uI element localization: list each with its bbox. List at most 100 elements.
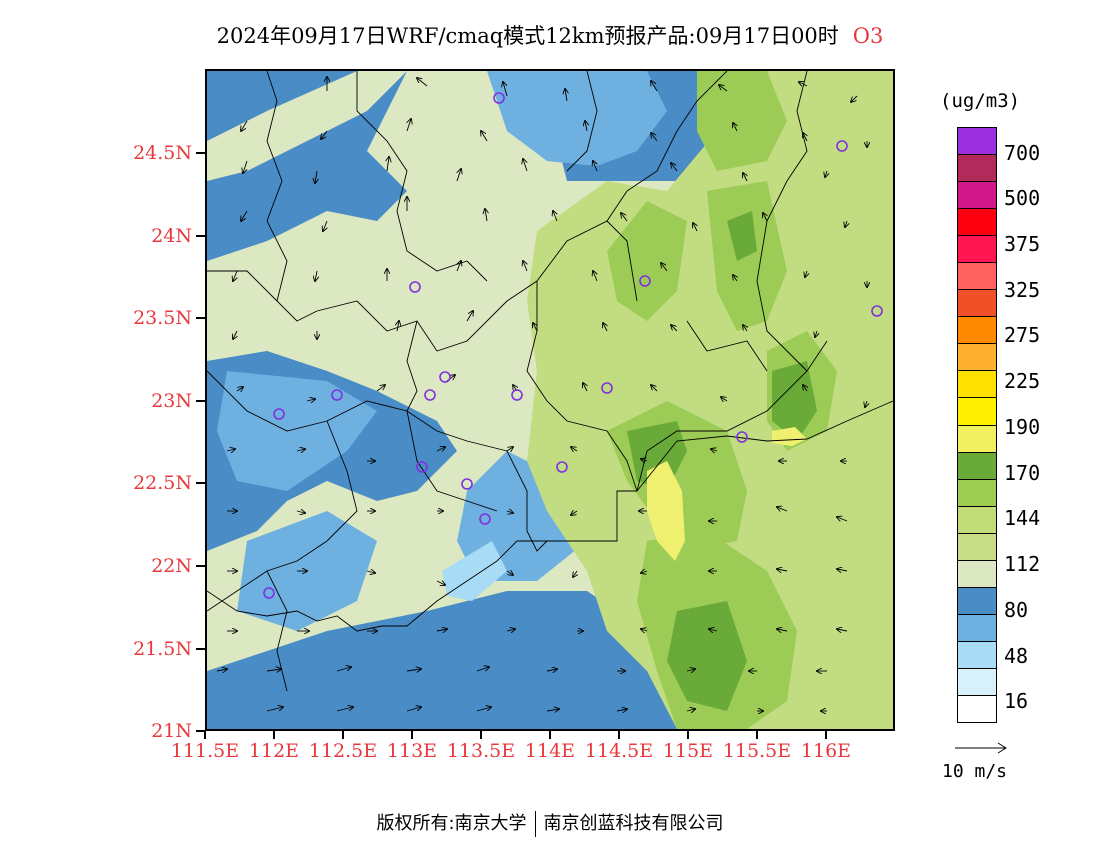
copyright-left: 版权所有:南京大学 bbox=[376, 813, 527, 834]
concentration-region bbox=[527, 71, 893, 729]
legend-swatch bbox=[958, 506, 996, 534]
wind-arrow-icon bbox=[719, 85, 728, 92]
copyright-right: 南京创蓝科技有限公司 bbox=[543, 813, 724, 834]
legend-swatch bbox=[958, 425, 996, 453]
lat-tick bbox=[196, 400, 205, 402]
station-marker-icon bbox=[273, 408, 285, 420]
wind-arrow-icon bbox=[651, 385, 658, 392]
lon-tick bbox=[342, 731, 344, 739]
station-marker-icon bbox=[331, 389, 343, 401]
wind-arrow-icon bbox=[266, 707, 283, 712]
boundary-line bbox=[207, 370, 508, 452]
boundary-line bbox=[207, 540, 537, 632]
lon-tick bbox=[480, 731, 482, 739]
wind-arrow-icon bbox=[436, 447, 445, 451]
lat-tick bbox=[196, 648, 205, 650]
wind-arrow-icon bbox=[506, 571, 513, 575]
legend-label-112: 112 bbox=[1004, 552, 1041, 576]
station-marker-icon bbox=[461, 478, 473, 490]
lon-label-113E: 113E bbox=[386, 740, 438, 762]
legend-label-700: 700 bbox=[1004, 141, 1041, 165]
wind-arrow-icon bbox=[805, 270, 807, 277]
wind-arrow-icon bbox=[481, 131, 488, 142]
lon-tick bbox=[825, 731, 827, 739]
wind-arrow-icon bbox=[296, 511, 305, 513]
lon-tick bbox=[687, 731, 689, 739]
lon-tick bbox=[411, 731, 413, 739]
wind-arrow-icon bbox=[457, 261, 461, 272]
wind-arrow-icon bbox=[837, 629, 848, 631]
wind-arrow-icon bbox=[457, 169, 461, 182]
boundary-line bbox=[207, 270, 278, 302]
wind-arrow-icon bbox=[651, 133, 658, 142]
wind-arrow-icon bbox=[523, 159, 527, 172]
legend-label-500: 500 bbox=[1004, 186, 1041, 210]
wind-arrow-icon bbox=[571, 511, 578, 515]
wind-arrow-icon bbox=[661, 263, 668, 272]
wind-arrow-icon bbox=[733, 123, 737, 132]
concentration-region bbox=[772, 361, 817, 441]
legend-label-275: 275 bbox=[1004, 323, 1041, 347]
lon-label-112.5E: 112.5E bbox=[308, 740, 378, 762]
legend-swatch bbox=[958, 155, 996, 183]
wind-arrow-icon bbox=[671, 163, 678, 172]
station-marker-icon bbox=[639, 275, 651, 287]
wind-arrow-icon bbox=[641, 629, 648, 631]
legend-swatch bbox=[958, 479, 996, 507]
lon-label-114E: 114E bbox=[524, 740, 576, 762]
concentration-region bbox=[697, 71, 787, 171]
wind-arrow-icon bbox=[693, 223, 697, 232]
wind-arrow-icon bbox=[553, 211, 557, 222]
wind-arrow-icon bbox=[476, 707, 491, 712]
wind-arrow-icon bbox=[651, 81, 658, 92]
wind-arrow-icon bbox=[583, 383, 587, 392]
legend-label-48: 48 bbox=[1004, 644, 1029, 668]
lat-label-23.5N: 23.5N bbox=[133, 307, 192, 329]
wind-arrow-icon bbox=[777, 507, 788, 511]
legend-swatch bbox=[958, 398, 996, 426]
lon-tick bbox=[549, 731, 551, 739]
lat-tick bbox=[196, 152, 205, 154]
concentration-region bbox=[487, 71, 667, 166]
wind-arrow-icon bbox=[799, 82, 808, 86]
station-marker-icon bbox=[601, 382, 613, 394]
wind-arrow-icon bbox=[315, 270, 317, 281]
color-legend-bar bbox=[957, 127, 997, 723]
wind-arrow-icon bbox=[803, 385, 807, 392]
concentration-field-map bbox=[207, 71, 893, 729]
legend-swatch bbox=[958, 641, 996, 669]
wind-arrow-icon bbox=[336, 667, 351, 672]
lat-tick bbox=[196, 730, 205, 732]
lon-tick bbox=[204, 731, 206, 739]
wind-arrow-icon bbox=[233, 330, 237, 339]
lat-label-22N: 22N bbox=[151, 555, 192, 577]
wind-arrow-icon bbox=[503, 82, 508, 97]
wind-arrow-icon bbox=[321, 130, 328, 139]
boundary-line bbox=[506, 450, 548, 552]
wind-arrow-icon bbox=[226, 449, 235, 451]
lat-tick bbox=[196, 317, 205, 319]
legend-swatch bbox=[958, 128, 996, 156]
wind-arrow-icon bbox=[546, 669, 557, 671]
chart-title: 2024年09月17日WRF/cmaq模式12km预报产品:09月17日00时 O… bbox=[0, 20, 1100, 50]
legend-label-225: 225 bbox=[1004, 369, 1041, 393]
wind-arrow-icon bbox=[407, 119, 411, 132]
wind-arrow-icon bbox=[233, 270, 237, 281]
lat-tick bbox=[196, 482, 205, 484]
legend-swatch bbox=[958, 560, 996, 588]
wind-arrow-icon bbox=[721, 397, 728, 401]
title-main: 2024年09月17日WRF/cmaq模式12km预报产品:09月17日00时 bbox=[216, 24, 839, 48]
wind-arrow-icon bbox=[243, 160, 247, 173]
wind-arrow-icon bbox=[686, 709, 695, 711]
lon-label-116E: 116E bbox=[800, 740, 852, 762]
boundary-line bbox=[526, 281, 638, 492]
legend-swatch bbox=[958, 344, 996, 372]
species-label: O3 bbox=[852, 24, 884, 48]
wind-arrow-icon bbox=[376, 385, 385, 392]
wind-arrow-icon bbox=[709, 629, 718, 631]
legend-label-375: 375 bbox=[1004, 232, 1041, 256]
station-marker-icon bbox=[556, 461, 568, 473]
legend-swatch bbox=[958, 668, 996, 696]
wind-arrow-icon bbox=[803, 133, 807, 142]
concentration-region bbox=[772, 427, 807, 446]
